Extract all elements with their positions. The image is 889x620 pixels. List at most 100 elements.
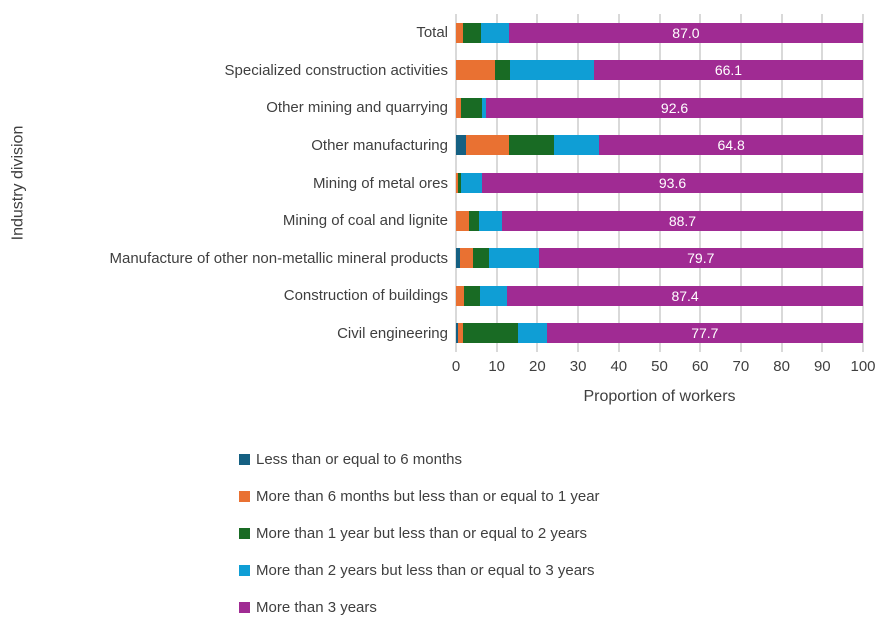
bar-segment: [518, 323, 547, 344]
category-label: Other manufacturing: [311, 136, 448, 154]
bar-row: 77.7: [456, 315, 863, 353]
bar-segment: [479, 210, 502, 231]
bar-row: 92.6: [456, 89, 863, 127]
category-label: Construction of buildings: [283, 287, 448, 305]
bar-segment: 88.7: [501, 210, 863, 231]
bar-data-label: 87.0: [672, 24, 700, 41]
x-axis-title: Proportion of workers: [583, 388, 736, 405]
bar-segment: [456, 210, 469, 231]
bar-row: 88.7: [456, 202, 863, 240]
bar-segment: [473, 248, 490, 269]
category-label: Specialized construction activities: [224, 61, 448, 79]
bar-segment: [463, 323, 519, 344]
bar-segment: 87.4: [507, 285, 863, 306]
bar-segment: [464, 285, 480, 306]
bar-segment: [554, 135, 600, 156]
bar-segment: [509, 135, 555, 156]
bar-row: 66.1: [456, 52, 863, 90]
bar-segment: 87.0: [508, 22, 863, 43]
stacked-bar: 92.6: [456, 97, 863, 118]
bar-segment: [456, 248, 461, 269]
legend-swatch-icon: [239, 454, 250, 465]
bar-segment: [460, 248, 474, 269]
x-tick-label: 10: [488, 358, 506, 375]
legend-label: More than 1 year but less than or equal …: [256, 525, 588, 542]
bar-segment: [456, 285, 465, 306]
bars-container: 87.0 66.1 92.6 64.8 93.6 88.7 79.7 87.4 77.7: [456, 14, 863, 352]
bar-segment: 92.6: [486, 97, 863, 118]
x-tick-label: 90: [813, 358, 831, 375]
bar-segment: 64.8: [599, 135, 863, 156]
bar-segment: [466, 135, 510, 156]
legend-label: Less than or equal to 6 months: [256, 451, 462, 468]
bar-data-label: 79.7: [687, 250, 715, 267]
bar-row: 93.6: [456, 164, 863, 202]
bar-segment: [461, 97, 482, 118]
legend-item: More than 6 months but less than or equa…: [239, 478, 600, 515]
bar-segment: [479, 285, 508, 306]
bar-data-label: 88.7: [668, 212, 697, 229]
x-tick-label: 20: [529, 358, 546, 375]
category-axis-labels: Total Specialized construction activities…: [0, 14, 449, 352]
bar-segment: [461, 173, 483, 194]
bar-segment: [495, 60, 511, 81]
x-tick-label: 0: [451, 358, 461, 375]
bar-segment: [481, 97, 487, 118]
bar-segment: [456, 60, 496, 81]
bar-segment: 66.1: [593, 60, 863, 81]
bar-data-label: 64.8: [717, 137, 745, 154]
legend-swatch-icon: [239, 528, 250, 539]
bar-row: 64.8: [456, 127, 863, 165]
x-tick-label: 50: [651, 358, 668, 375]
stacked-bar: 87.0: [456, 22, 863, 43]
bar-segment: [456, 323, 459, 344]
bar-segment: [468, 210, 480, 231]
bar-segment: [456, 173, 459, 194]
bar-data-label: 92.6: [660, 99, 689, 116]
gridline-100: [862, 14, 864, 352]
stacked-bar: 64.8: [456, 135, 863, 156]
x-tick-label: 40: [610, 358, 628, 375]
bar-segment: [480, 22, 509, 43]
x-tick-label: 100: [850, 358, 876, 375]
stacked-bar: 88.7: [456, 210, 863, 231]
legend-item: More than 3 years: [239, 589, 600, 620]
bar-row: 79.7: [456, 239, 863, 277]
legend-item: Less than or equal to 6 months: [239, 441, 600, 478]
category-label: Civil engineering: [337, 324, 448, 342]
stacked-bar: 79.7: [456, 248, 863, 269]
bar-data-label: 77.7: [691, 325, 719, 342]
bar-segment: [458, 173, 462, 194]
category-label: Mining of coal and lignite: [282, 212, 448, 230]
legend-swatch-icon: [239, 565, 250, 576]
legend-item: More than 2 years but less than or equal…: [239, 552, 600, 589]
legend-swatch-icon: [239, 602, 250, 613]
bar-segment: [458, 323, 464, 344]
category-label: Manufacture of other non-metallic minera…: [109, 249, 449, 267]
x-axis-ticks: 0 10 20 30 40 50 60 70 80 90 100: [452, 358, 876, 378]
legend-label: More than 6 months but less than or equa…: [256, 488, 600, 505]
bar-data-label: 87.4: [671, 287, 699, 304]
bar-segment: [510, 60, 594, 81]
category-label: Mining of metal ores: [312, 174, 448, 192]
bar-data-label: 66.1: [714, 62, 743, 79]
legend-label: More than 3 years: [256, 599, 377, 616]
legend-label: More than 2 years but less than or equal…: [256, 562, 595, 579]
bar-segment: 77.7: [546, 323, 863, 344]
plot-area: 87.0 66.1 92.6 64.8 93.6 88.7 79.7 87.4 77.7: [455, 14, 864, 352]
stacked-bar: 93.6: [456, 173, 863, 194]
bar-row: 87.0: [456, 14, 863, 52]
stacked-bar: 66.1: [456, 60, 863, 81]
stacked-bar: 87.4: [456, 285, 863, 306]
bar-data-label: 93.6: [658, 175, 687, 192]
stacked-bar: 77.7: [456, 323, 863, 344]
legend: Less than or equal to 6 months More than …: [239, 441, 600, 620]
bar-segment: [456, 135, 467, 156]
category-label: Other mining and quarrying: [266, 99, 448, 117]
category-label: Total: [416, 24, 448, 42]
legend-swatch-icon: [239, 491, 250, 502]
x-tick-label: 30: [569, 358, 587, 375]
bar-segment: [456, 22, 464, 43]
x-tick-label: 60: [691, 358, 709, 375]
